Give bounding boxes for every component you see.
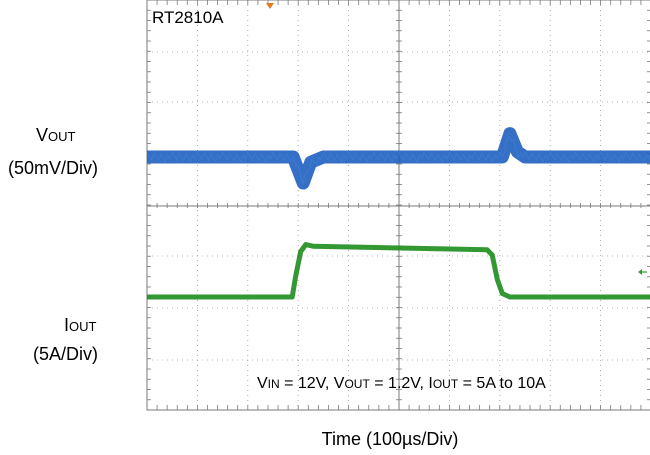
plot-markers — [266, 3, 647, 275]
iout-scale-label: (5A/Div) — [33, 344, 99, 364]
x-axis-label: Time (100µs/Div) — [321, 429, 459, 449]
test-conditions: VIN = 12V, VOUT = 1.2V, IOUT = 5A to 10A — [257, 375, 546, 392]
trigger-marker — [266, 3, 274, 9]
plot-grid — [146, 0, 650, 411]
vout-channel-label: VOUT — [36, 125, 76, 145]
device-label: RT2810A — [152, 8, 224, 27]
iout-channel-label: IOUT — [64, 315, 97, 335]
trace-noise-iout — [146, 243, 650, 300]
vout-scale-label: (50mV/Div) — [8, 158, 99, 178]
trigger-level-arrow — [638, 269, 642, 275]
plot-traces — [146, 127, 650, 300]
trace-noise-vout — [146, 135, 650, 185]
